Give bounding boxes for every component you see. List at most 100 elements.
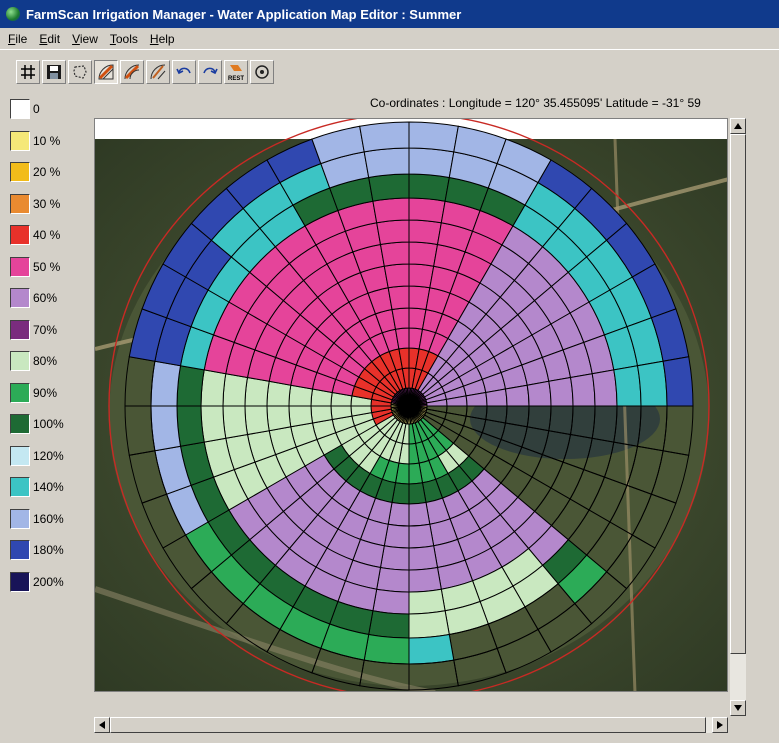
undo-button[interactable]	[172, 60, 196, 84]
scroll-down-button[interactable]	[730, 700, 746, 716]
menu-edit[interactable]: Edit	[39, 31, 61, 46]
zone-cell	[363, 633, 410, 665]
zone-cell	[408, 173, 450, 202]
zone-cell	[408, 566, 442, 593]
legend-item[interactable]: 120%	[10, 445, 64, 467]
zone-cell	[408, 633, 455, 665]
legend-swatch[interactable]	[10, 414, 30, 434]
paint-sector-button[interactable]	[94, 60, 118, 84]
reset-button[interactable]: REST	[224, 60, 248, 84]
zone-cell	[359, 121, 410, 153]
zone-cell	[408, 219, 442, 246]
save-button[interactable]	[42, 60, 66, 84]
legend-item[interactable]: 180%	[10, 539, 64, 561]
app-logo-icon	[6, 7, 20, 21]
legend-swatch[interactable]	[10, 288, 30, 308]
save-icon	[47, 65, 61, 79]
zone-cell	[222, 373, 249, 407]
scroll-right-button[interactable]	[712, 717, 728, 733]
map-canvas[interactable]	[95, 119, 728, 692]
zone-cell	[408, 523, 435, 549]
vertical-scroll-thumb[interactable]	[730, 134, 746, 654]
legend-swatch[interactable]	[10, 99, 30, 119]
zone-cell	[504, 384, 530, 407]
legend-item[interactable]: 60%	[10, 287, 57, 309]
paint-ring-button[interactable]	[120, 60, 144, 84]
legend-item[interactable]: 0	[10, 98, 40, 120]
legend-swatch[interactable]	[10, 477, 30, 497]
legend-item[interactable]: 80%	[10, 350, 57, 372]
legend-swatch[interactable]	[10, 445, 30, 466]
legend-swatch[interactable]	[10, 508, 30, 529]
legend-swatch[interactable]	[10, 130, 30, 151]
paint-arc-icon	[150, 64, 166, 80]
zoom-button[interactable]	[250, 60, 274, 84]
paint-ring-icon	[124, 64, 140, 80]
vertical-scrollbar[interactable]	[730, 118, 746, 716]
legend-item[interactable]: 30 %	[10, 193, 60, 215]
zone-cell	[176, 405, 205, 447]
paint-arc-button[interactable]	[146, 60, 170, 84]
legend-item[interactable]: 200%	[10, 571, 64, 593]
legend-label: 180%	[33, 543, 64, 557]
zone-cell	[591, 369, 618, 407]
legend-swatch[interactable]	[10, 540, 30, 560]
horizontal-scroll-thumb[interactable]	[110, 717, 706, 733]
legend-swatch[interactable]	[10, 256, 30, 277]
legend-swatch[interactable]	[10, 225, 30, 245]
zone-cell	[372, 588, 410, 615]
legend-item[interactable]: 100%	[10, 413, 64, 435]
arrow-right-icon	[717, 721, 723, 729]
zone-cell	[200, 369, 227, 407]
zone-cell	[408, 501, 431, 527]
zone-cell	[613, 365, 642, 407]
legend-label: 10 %	[33, 133, 61, 148]
legend-item[interactable]: 160%	[10, 508, 64, 530]
zone-cell	[363, 147, 410, 179]
coordinates-readout: Co-ordinates : Longitude = 120° 35.45509…	[370, 96, 701, 110]
zone-cell	[244, 376, 270, 407]
legend-label: 30 %	[33, 196, 61, 211]
legend-swatch[interactable]	[10, 382, 30, 403]
zone-cell	[368, 173, 410, 202]
legend-swatch[interactable]	[10, 319, 30, 340]
legend-item[interactable]: 50 %	[10, 256, 60, 278]
zone-cell	[376, 219, 410, 246]
menu-help[interactable]: Help	[149, 31, 175, 46]
legend-swatch[interactable]	[10, 571, 30, 592]
zone-cell	[408, 197, 446, 224]
legend-item[interactable]: 90%	[10, 382, 57, 404]
menu-view[interactable]: View	[72, 31, 98, 46]
legend-item[interactable]: 20 %	[10, 161, 60, 183]
legend-item[interactable]: 140%	[10, 476, 64, 498]
arrow-up-icon	[734, 123, 742, 129]
legend-label: 140%	[33, 480, 64, 494]
lasso-select-button[interactable]	[68, 60, 92, 84]
scroll-left-button[interactable]	[94, 717, 110, 733]
window-title: FarmScan Irrigation Manager - Water Appl…	[26, 6, 462, 22]
zone-cell	[408, 588, 446, 615]
reset-label: REST	[228, 76, 244, 82]
grid-button[interactable]	[16, 60, 40, 84]
zone-cell	[408, 121, 459, 153]
redo-button[interactable]	[198, 60, 222, 84]
zone-cell	[408, 545, 439, 571]
pivot-boundary	[108, 119, 710, 691]
legend-swatch[interactable]	[10, 351, 30, 371]
legend-item[interactable]: 70%	[10, 319, 57, 341]
zone-cell	[391, 307, 410, 330]
legend-item[interactable]: 40 %	[10, 224, 60, 246]
legend-swatch[interactable]	[10, 193, 30, 214]
scroll-up-button[interactable]	[730, 118, 746, 134]
paint-sector-icon	[98, 64, 114, 80]
horizontal-scrollbar[interactable]	[94, 717, 728, 733]
zone-cell	[408, 241, 439, 267]
menu-file[interactable]: File	[8, 31, 28, 46]
legend-swatch[interactable]	[10, 162, 30, 182]
zone-cell	[176, 365, 205, 407]
menu-tools[interactable]: Tools	[109, 31, 138, 46]
map-view[interactable]	[94, 118, 728, 692]
zone-cell	[569, 373, 596, 407]
grid-icon	[21, 65, 35, 79]
legend-item[interactable]: 10 %	[10, 130, 60, 152]
